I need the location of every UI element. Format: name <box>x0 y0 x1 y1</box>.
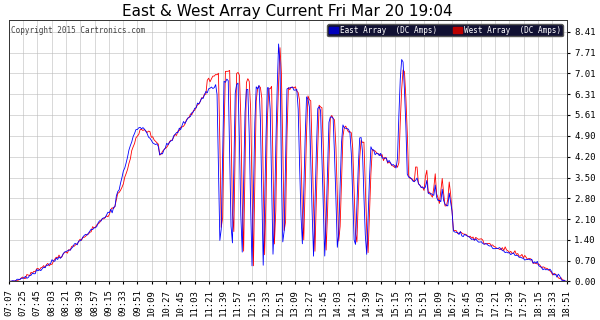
Legend: East Array  (DC Amps), West Array  (DC Amps): East Array (DC Amps), West Array (DC Amp… <box>328 24 563 36</box>
Text: Copyright 2015 Cartronics.com: Copyright 2015 Cartronics.com <box>11 26 146 35</box>
Title: East & West Array Current Fri Mar 20 19:04: East & West Array Current Fri Mar 20 19:… <box>122 4 453 19</box>
